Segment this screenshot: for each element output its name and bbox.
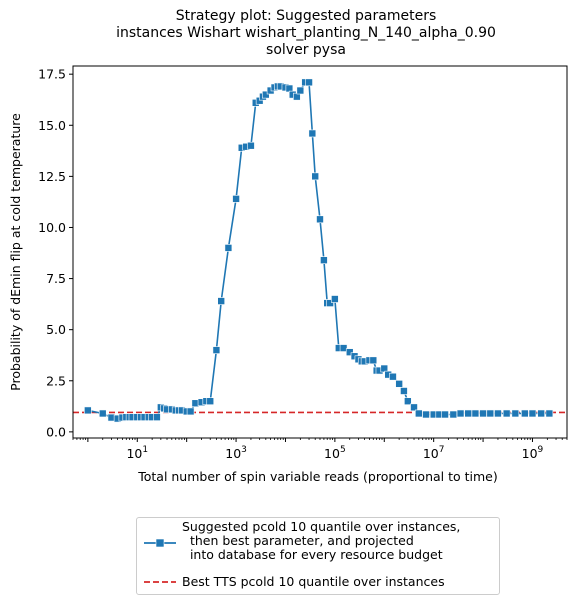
data-point: [262, 90, 270, 99]
y-tick-label: 12.5: [38, 169, 66, 184]
axes-frame: [72, 65, 568, 439]
chart-title-line-3: solver pysa: [266, 42, 346, 58]
data-point: [212, 346, 221, 354]
data-point: [320, 256, 328, 264]
data-point: [456, 409, 465, 418]
x-tick-label: 105: [324, 445, 346, 461]
legend-swatch-series-1: [144, 538, 176, 548]
data-point: [400, 387, 408, 395]
data-point: [537, 409, 545, 418]
data-point: [345, 348, 354, 356]
y-tick-label: 7.5: [46, 271, 66, 286]
data-point: [521, 409, 529, 418]
data-point: [305, 78, 313, 87]
data-point: [339, 344, 348, 352]
y-tick-label: 10.0: [38, 220, 66, 235]
data-point: [217, 297, 225, 305]
plot-layer: [73, 78, 567, 423]
data-point: [528, 409, 537, 418]
data-point: [502, 409, 511, 418]
chart-title-line-2: instances Wishart wishart_planting_N_140…: [116, 25, 496, 41]
data-point: [471, 409, 480, 418]
data-point: [247, 141, 255, 150]
data-point: [389, 372, 397, 381]
y-tick-label: 0.0: [46, 424, 66, 439]
y-tick-label: 5.0: [46, 322, 66, 337]
legend: Suggested pcold 10 quantile over instanc…: [136, 517, 500, 595]
x-tick-label: 103: [225, 445, 247, 461]
data-point: [311, 172, 320, 181]
y-ticks: 0.0 2.5 5.0 7.5 10.0 12.5 15.0 17.5: [38, 67, 73, 439]
data-point: [331, 295, 339, 303]
data-point: [464, 409, 473, 418]
data-point: [186, 407, 195, 416]
data-point: [232, 195, 240, 203]
x-ticks: 101 103 105 107 109: [72, 438, 568, 461]
data-point: [511, 409, 520, 418]
data-point: [316, 215, 324, 224]
x-tick-label: 109: [522, 445, 544, 461]
y-tick-label: 2.5: [46, 373, 66, 388]
data-point: [410, 403, 418, 412]
data-point: [545, 409, 554, 418]
legend-swatch-series-2: [144, 581, 176, 583]
data-point: [308, 129, 317, 138]
x-tick-label: 107: [423, 445, 445, 461]
y-tick-label: 17.5: [38, 67, 66, 82]
y-tick-label: 15.0: [38, 118, 66, 133]
data-point: [494, 409, 502, 418]
legend-label-series-2: Best TTS pcold 10 quantile over instance…: [182, 574, 445, 589]
data-point: [326, 299, 334, 307]
chart-area: 101 103 105 107 109 0.0 2.5 5.0 7.5 10.0 12.5 15.0…: [8, 65, 568, 484]
data-point: [479, 409, 487, 418]
data-point: [414, 409, 423, 418]
chart-title-line-1: Strategy plot: Suggested parameters: [175, 8, 437, 24]
data-point: [98, 409, 107, 418]
data-point: [224, 244, 233, 252]
data-point: [369, 356, 378, 365]
data-point: [404, 397, 412, 406]
data-point: [153, 413, 161, 421]
data-point: [84, 406, 92, 415]
x-axis-label: Total number of spin variable reads (pro…: [137, 469, 498, 484]
data-point: [486, 409, 495, 418]
y-axis-label: Probability of dEmin flip at cold temper…: [8, 113, 23, 391]
x-tick-label: 101: [126, 445, 148, 461]
data-point: [380, 364, 389, 373]
data-point: [422, 410, 430, 419]
series-line: [87, 81, 550, 420]
data-point: [449, 410, 458, 419]
chart-title: Strategy plot: Suggested parameters inst…: [0, 8, 576, 59]
legend-label-series-1: Suggested pcold 10 quantile over instanc…: [182, 519, 461, 562]
data-point: [206, 397, 215, 406]
data-point: [296, 86, 305, 95]
data-point: [441, 410, 449, 419]
data-point: [395, 380, 403, 388]
